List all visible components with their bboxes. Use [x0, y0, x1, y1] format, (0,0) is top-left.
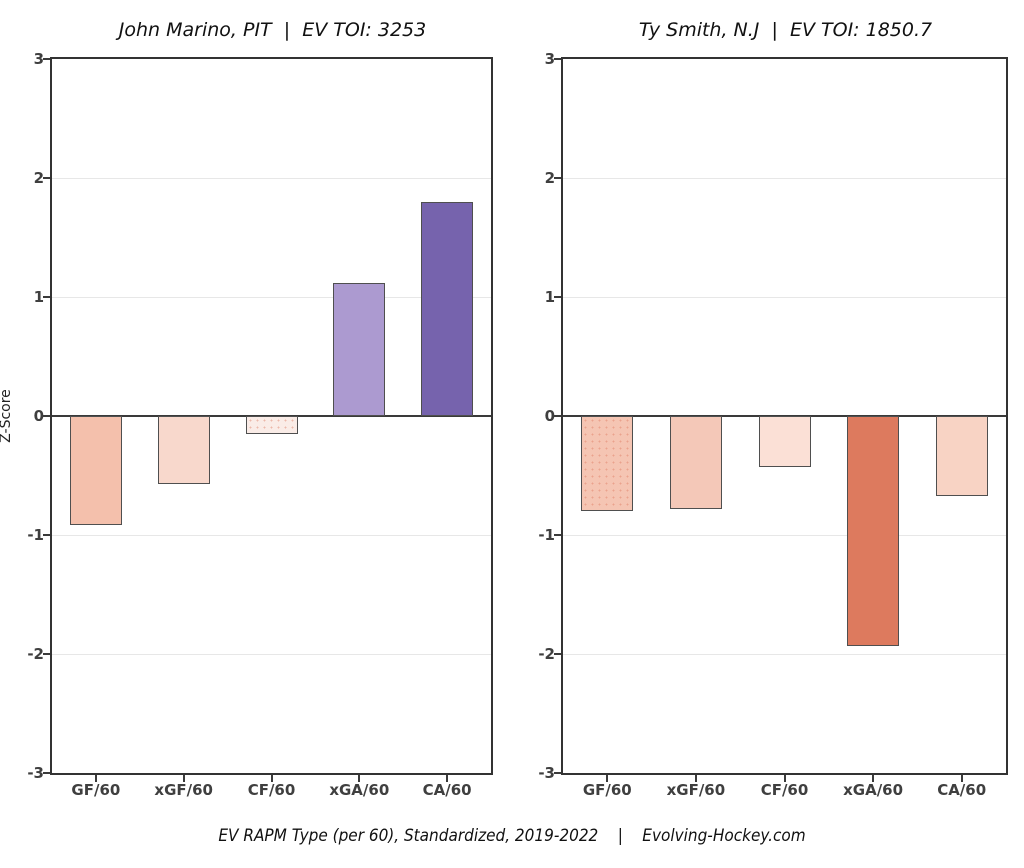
y-tick-mark — [43, 653, 50, 655]
x-tick-label: xGF/60 — [154, 781, 213, 799]
y-tick-label: 3 — [33, 50, 44, 68]
x-tick-label: CA/60 — [937, 781, 987, 799]
y-tick-label: 1 — [544, 288, 555, 306]
x-tick-mark — [872, 775, 875, 782]
y-tick-mark — [554, 534, 561, 536]
gridline-y2 — [52, 178, 491, 179]
y-tick-label: -3 — [27, 764, 44, 782]
x-tick-label: xGA/60 — [329, 781, 390, 799]
x-tick-mark — [606, 775, 609, 782]
bar-CA/60 — [421, 201, 474, 416]
y-tick-label: 3 — [544, 50, 555, 68]
y-tick-mark — [43, 415, 50, 417]
bar-xGA/60 — [333, 282, 386, 416]
gridline-y-2 — [52, 654, 491, 655]
x-tick-mark — [94, 775, 97, 782]
y-tick-label: -1 — [27, 526, 44, 544]
y-tick-label: -1 — [538, 526, 555, 544]
y-tick-mark — [43, 296, 50, 298]
bar-GF/60 — [581, 416, 634, 512]
y-tick-mark — [43, 772, 50, 774]
gridline-y-1 — [52, 535, 491, 536]
y-tick-mark — [554, 653, 561, 655]
bar-GF/60 — [69, 416, 122, 526]
y-tick-label: -2 — [27, 645, 44, 663]
x-tick-label: xGF/60 — [666, 781, 726, 799]
y-tick-label: -3 — [538, 764, 555, 782]
gridline-y1 — [563, 297, 1006, 298]
x-tick-label: CF/60 — [247, 781, 296, 799]
gridline-y2 — [563, 178, 1006, 179]
y-tick-label: 0 — [544, 407, 555, 425]
x-tick-label: CA/60 — [422, 781, 472, 799]
x-tick-mark — [182, 775, 185, 782]
x-tick-mark — [783, 775, 786, 782]
x-tick-label: GF/60 — [71, 781, 121, 799]
x-tick-label: GF/60 — [582, 781, 632, 799]
y-tick-mark — [554, 415, 561, 417]
bar-CF/60 — [758, 416, 811, 468]
x-tick-mark — [270, 775, 273, 782]
x-tick-mark — [694, 775, 697, 782]
y-tick-mark — [554, 772, 561, 774]
y-tick-label: 2 — [544, 169, 555, 187]
left-panel-title: John Marino, PIT | EV TOI: 3253 — [118, 19, 427, 41]
x-tick-label: CF/60 — [760, 781, 809, 799]
y-tick-mark — [43, 534, 50, 536]
x-tick-mark — [960, 775, 963, 782]
y-tick-label: 0 — [33, 407, 44, 425]
right-panel-title: Ty Smith, N.J | EV TOI: 1850.7 — [638, 19, 933, 41]
y-tick-mark — [43, 58, 50, 60]
y-tick-mark — [554, 177, 561, 179]
y-tick-mark — [554, 58, 561, 60]
y-tick-label: 2 — [33, 169, 44, 187]
left-plot-area: -3 -2 -1 0 1 2 3 GF/60 xGF/60 CF/60 xGA/60 CA/60 — [27, 50, 493, 799]
y-tick-mark — [554, 296, 561, 298]
x-tick-mark — [446, 775, 449, 782]
bar-xGA/60 — [847, 416, 900, 646]
x-tick-label: xGA/60 — [843, 781, 904, 799]
bar-xGF/60 — [157, 416, 210, 484]
y-tick-label: -2 — [538, 645, 555, 663]
gridline-y-2 — [563, 654, 1006, 655]
gridline-y1 — [52, 297, 491, 298]
bar-CF/60 — [245, 416, 298, 434]
footer-caption: EV RAPM Type (per 60), Standardized, 201… — [218, 826, 806, 846]
gridline-y-1 — [563, 535, 1006, 536]
right-plot-area: -3 -2 -1 0 1 2 3 GF/60 xGF/60 CF/60 xGA/60 CA/60 — [538, 50, 1008, 799]
bar-CA/60 — [935, 416, 988, 496]
bar-xGF/60 — [669, 416, 722, 509]
y-tick-mark — [43, 177, 50, 179]
y-tick-label: 1 — [33, 288, 44, 306]
x-tick-mark — [358, 775, 361, 782]
